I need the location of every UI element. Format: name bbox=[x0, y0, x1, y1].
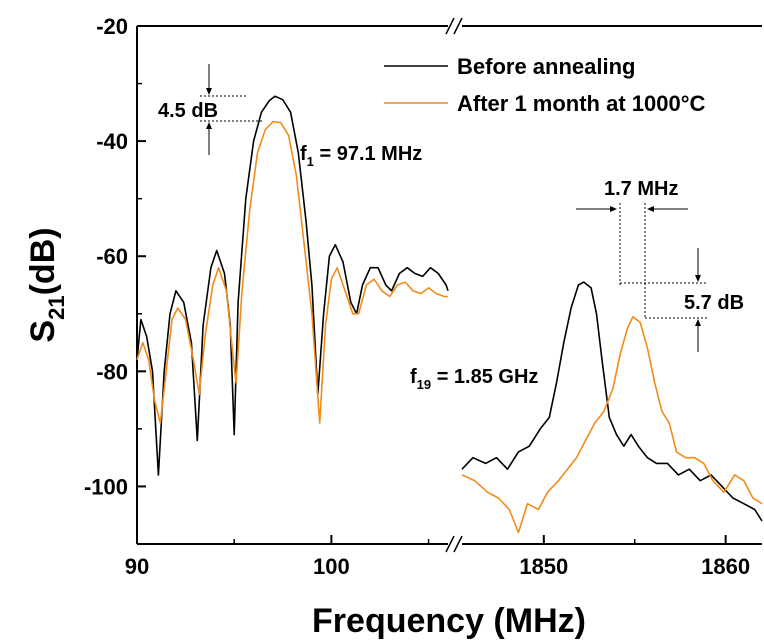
annotation-delta-mhz: 1.7 MHz bbox=[604, 178, 678, 200]
annotation-delta-db-right: 5.7 dB bbox=[684, 292, 744, 314]
arrowhead bbox=[206, 88, 212, 95]
legend-label-after: After 1 month at 1000°C bbox=[457, 91, 706, 116]
y-tick-label: -80 bbox=[96, 359, 128, 384]
x-tick-label: 1860 bbox=[701, 554, 750, 579]
y-tick-label: -60 bbox=[96, 244, 128, 269]
arrowhead bbox=[206, 122, 212, 129]
annotation-delta-db-left: 4.5 dB bbox=[158, 100, 218, 122]
y-axis-title-group: S21(dB) bbox=[24, 227, 69, 342]
series-after-annealing-high-band bbox=[461, 315, 763, 534]
arrowhead bbox=[647, 206, 654, 212]
series-before-annealing-high-band bbox=[461, 281, 763, 522]
series-after-annealing-low-band bbox=[136, 120, 448, 424]
y-axis-title-sub: 21 bbox=[44, 295, 69, 319]
x-axis-title: Frequency (MHz) bbox=[312, 602, 586, 640]
y-tick-label: -100 bbox=[84, 474, 128, 499]
axis-break-mark bbox=[445, 17, 455, 35]
annotation-left-delta: 4.5 dB bbox=[158, 64, 262, 155]
y-tick-label: -20 bbox=[96, 14, 128, 39]
legend: Before annealing After 1 month at 1000°C bbox=[384, 54, 706, 116]
y-axis-title-main: S bbox=[24, 320, 62, 343]
arrowhead bbox=[695, 275, 701, 282]
ticks-group: -20 -40 -60 -80 -100 90 100 1850 1860 bbox=[84, 14, 750, 579]
annotation-f19: f19 = 1.85 GHz bbox=[410, 366, 538, 392]
y-axis-title-unit: (dB) bbox=[24, 227, 62, 295]
annotation-f1: f1 = 97.1 MHz bbox=[300, 143, 422, 169]
series-before-annealing-low-band bbox=[136, 95, 449, 476]
axes-frame bbox=[136, 17, 762, 553]
annotation-right-delta: 1.7 MHz 5.7 dB bbox=[576, 178, 744, 352]
x-tick-label: 100 bbox=[313, 554, 350, 579]
axis-break-mark bbox=[453, 535, 463, 553]
y-axis-title: S21(dB) bbox=[24, 227, 69, 342]
arrowhead bbox=[610, 206, 617, 212]
axis-break-mark bbox=[453, 17, 463, 35]
series-layer bbox=[136, 95, 763, 534]
y-tick-label: -40 bbox=[96, 129, 128, 154]
arrowhead bbox=[695, 319, 701, 326]
x-tick-label: 90 bbox=[125, 554, 149, 579]
axis-break-mark bbox=[445, 535, 455, 553]
legend-label-before: Before annealing bbox=[457, 54, 635, 79]
x-tick-label: 1850 bbox=[519, 554, 568, 579]
